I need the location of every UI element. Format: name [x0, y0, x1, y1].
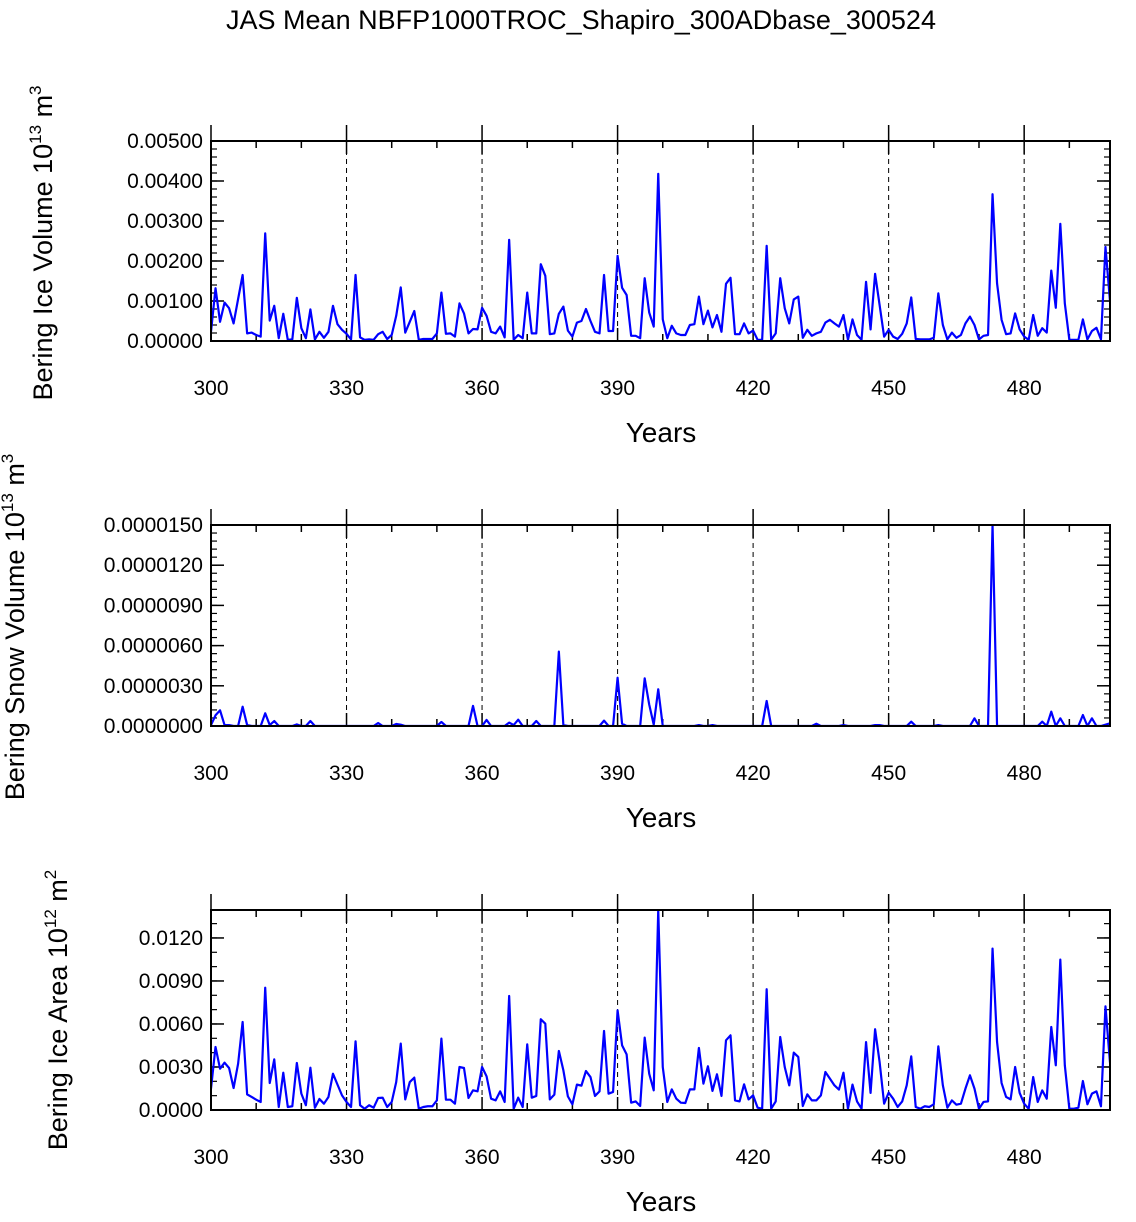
x-tick-label: 420 — [736, 762, 771, 785]
y-tick-label: 0.00000 — [127, 330, 203, 353]
y-axis-label-text: Bering Ice Area 10 — [43, 928, 73, 1150]
y-axis-label-unit: m — [0, 463, 30, 493]
x-tick-label: 300 — [193, 377, 228, 400]
plot-frame — [210, 524, 1111, 727]
y-axis-label-unit-exp: 2 — [41, 870, 60, 879]
y-tick-label: 0.0000150 — [104, 514, 203, 537]
x-tick-label: 300 — [193, 762, 228, 785]
y-axis-label-unit-exp: 3 — [0, 454, 17, 463]
y-tick-label: 0.00400 — [127, 170, 203, 193]
x-tick-label: 390 — [600, 1146, 635, 1169]
x-tick-label: 450 — [871, 1146, 906, 1169]
y-tick-label: 0.0000060 — [104, 635, 203, 658]
y-axis-label-exp: 12 — [41, 909, 60, 928]
y-axis-label-text: Bering Snow Volume 10 — [0, 512, 30, 800]
y-tick-label: 0.00200 — [127, 250, 203, 273]
x-tick-label: 360 — [465, 377, 500, 400]
y-axis-label-exp: 13 — [26, 125, 45, 144]
y-tick-label: 0.00300 — [127, 210, 203, 233]
x-tick-label: 360 — [465, 762, 500, 785]
y-axis-label-unit-exp: 3 — [26, 85, 45, 94]
x-tick-label: 360 — [465, 1146, 500, 1169]
plot-frame — [210, 909, 1111, 1111]
y-tick-label: 0.0120 — [139, 927, 203, 950]
y-tick-label: 0.0000090 — [104, 594, 203, 617]
plot-frame — [210, 140, 1111, 342]
x-tick-label: 480 — [1007, 377, 1042, 400]
y-axis-label: Bering Snow Volume 1013 m3 — [0, 454, 30, 801]
y-tick-label: 0.00100 — [127, 290, 203, 313]
x-tick-label: 450 — [871, 762, 906, 785]
y-tick-label: 0.0060 — [139, 1013, 203, 1036]
x-tick-label: 420 — [736, 377, 771, 400]
y-tick-label: 0.0030 — [139, 1056, 203, 1079]
y-tick-label: 0.0000 — [139, 1099, 203, 1122]
y-tick-label: 0.0000120 — [104, 554, 203, 577]
x-tick-label: 330 — [329, 377, 364, 400]
y-tick-label: 0.0000030 — [104, 675, 203, 698]
x-tick-label: 450 — [871, 377, 906, 400]
panel-ice-area: 0.0000 0.0030 0.0060 0.0090 0.0120 300 330 360 3… — [41, 870, 1111, 1217]
x-axis-label: Years — [626, 417, 697, 448]
x-tick-label: 420 — [736, 1146, 771, 1169]
x-axis-label: Years — [626, 1186, 697, 1217]
y-axis-label-unit: m — [43, 879, 73, 909]
y-tick-label: 0.00500 — [127, 130, 203, 153]
y-axis-label-text: Bering Ice Volume 10 — [28, 144, 58, 401]
x-tick-label: 330 — [329, 1146, 364, 1169]
x-tick-label: 330 — [329, 762, 364, 785]
x-tick-label: 300 — [193, 1146, 228, 1169]
x-tick-label: 480 — [1007, 1146, 1042, 1169]
x-axis-label: Years — [626, 802, 697, 833]
y-axis-label: Bering Ice Area 1012 m2 — [41, 870, 73, 1151]
series-line-snow-volume — [211, 524, 1110, 727]
y-tick-label: 0.0090 — [139, 970, 203, 993]
y-axis-label-exp: 13 — [0, 493, 17, 512]
x-tick-label: 480 — [1007, 762, 1042, 785]
series-line-ice-volume — [211, 172, 1110, 341]
y-tick-label: 0.0000000 — [104, 715, 203, 738]
x-tick-label: 390 — [600, 377, 635, 400]
y-axis-label: Bering Ice Volume 1013 m3 — [26, 85, 58, 400]
panel-ice-volume: 0.00000 0.00100 0.00200 0.00300 0.00400 0.005… — [26, 85, 1111, 448]
chart-title: JAS Mean NBFP1000TROC_Shapiro_300ADbase_… — [226, 5, 936, 35]
series-line-ice-area — [211, 909, 1110, 1110]
panel-snow-volume: 0.0000000 0.0000030 0.0000060 0.0000090 0.00… — [0, 454, 1111, 833]
y-axis-label-unit: m — [28, 95, 58, 125]
x-tick-label: 390 — [600, 762, 635, 785]
